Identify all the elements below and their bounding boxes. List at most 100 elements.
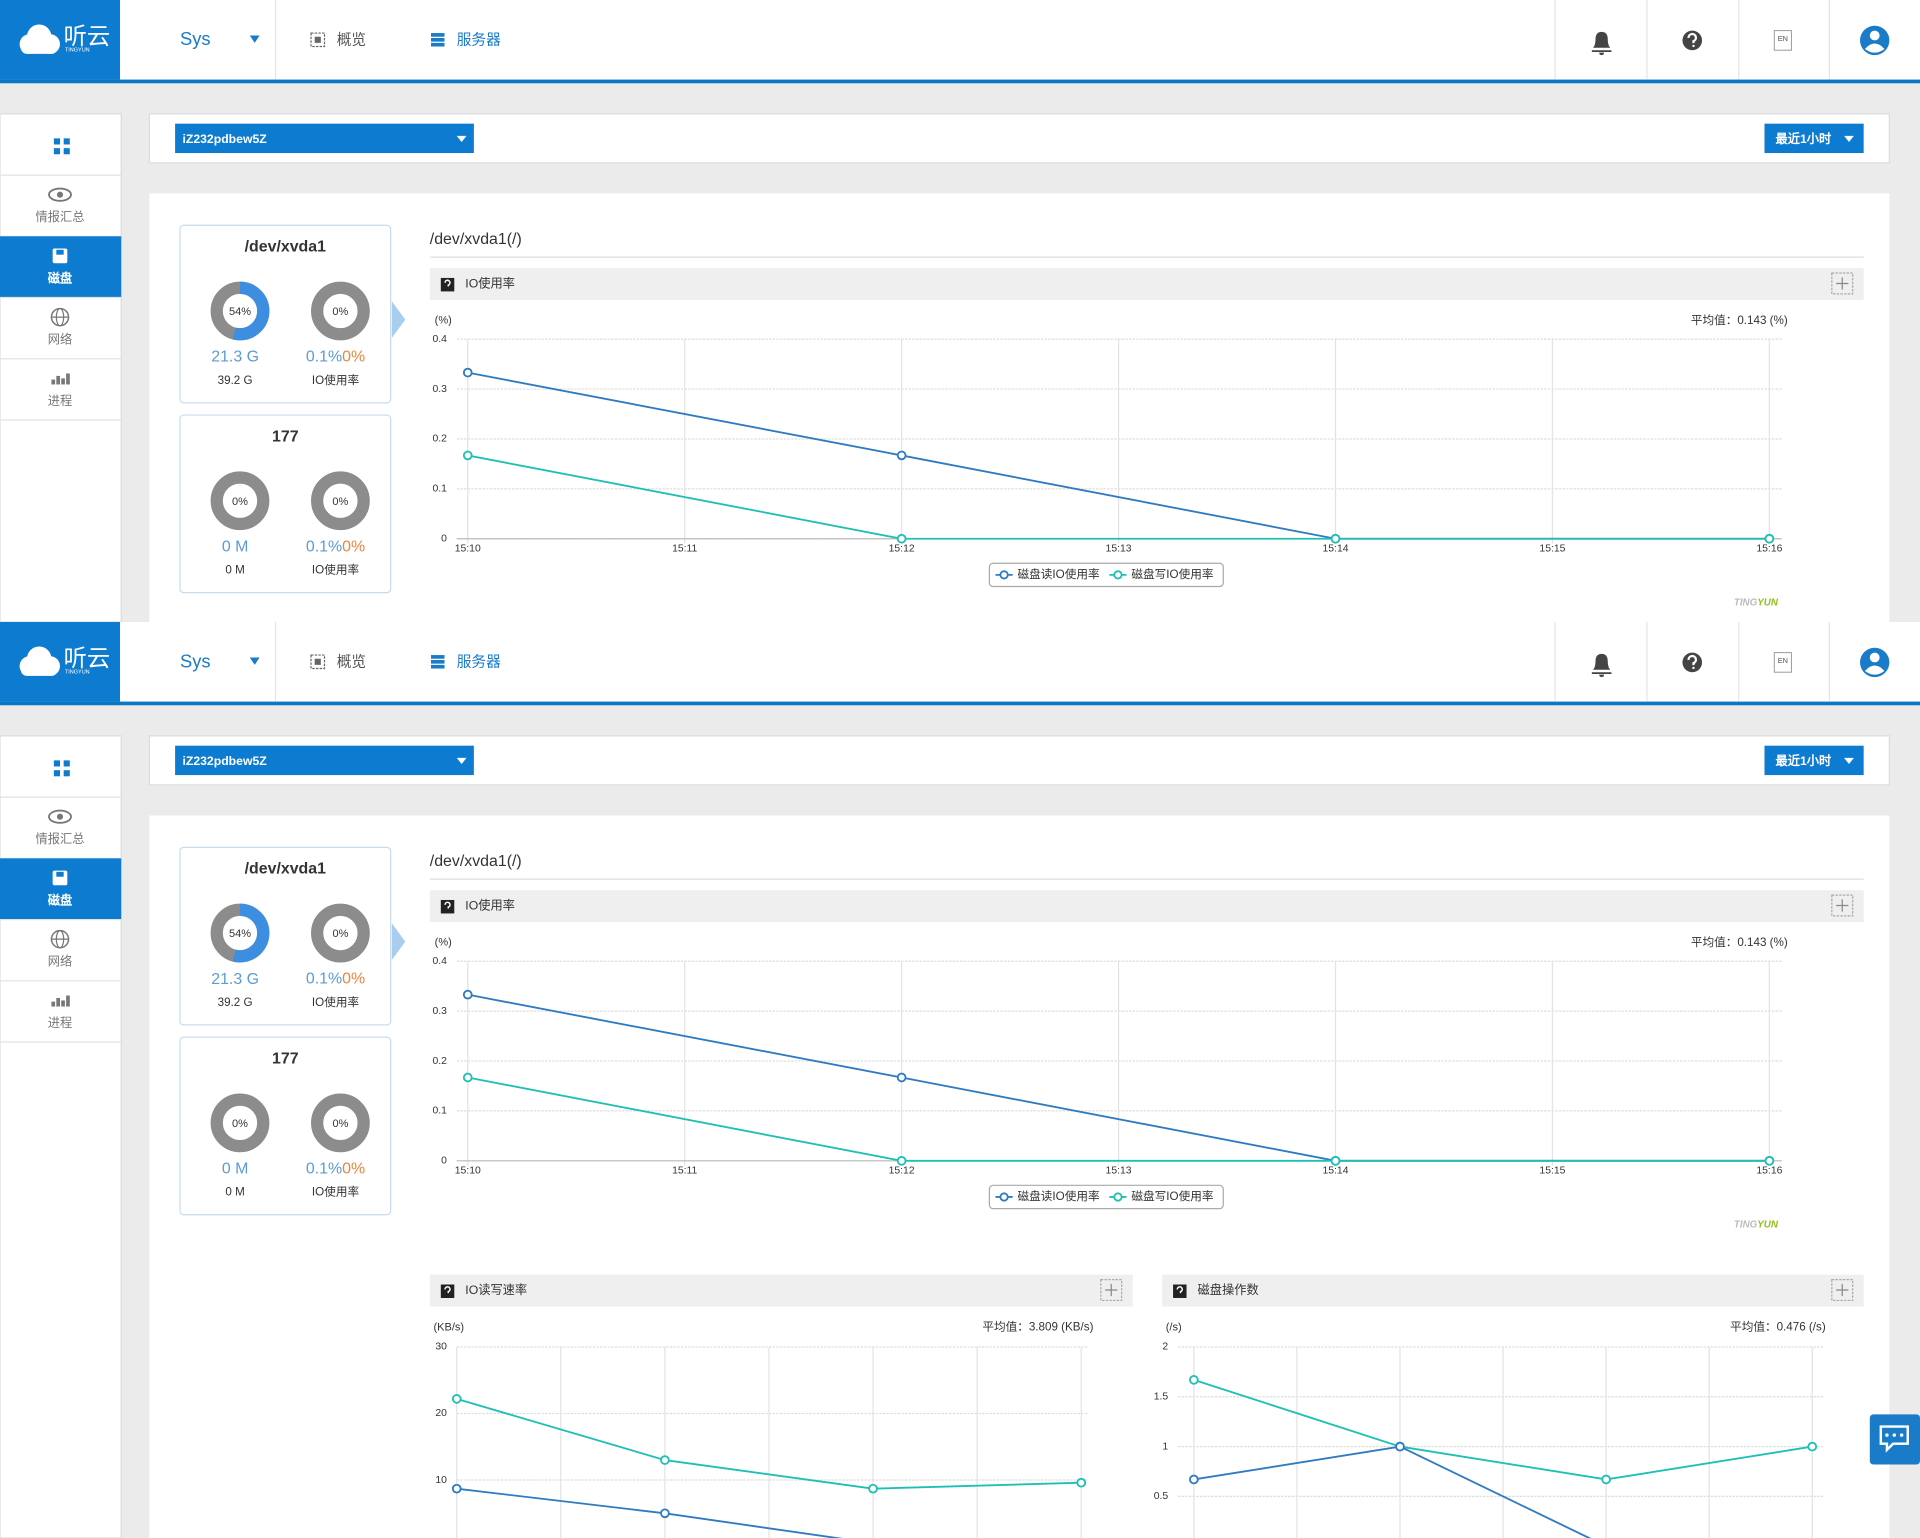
- data-point[interactable]: [660, 1455, 670, 1465]
- chart-expand[interactable]: [1831, 1278, 1854, 1302]
- data-point[interactable]: [896, 1155, 907, 1166]
- sidebar-item[interactable]: 网络: [48, 332, 72, 347]
- sidebar: [0, 735, 122, 1538]
- data-point[interactable]: [660, 1508, 670, 1519]
- data-point[interactable]: [1076, 1477, 1087, 1488]
- x-tick-label: 15:13: [1106, 1165, 1132, 1176]
- chat-icon: [1885, 1433, 1889, 1437]
- y-unit: (KB/s): [433, 1321, 464, 1333]
- lang-switch[interactable]: EN: [1778, 34, 1788, 43]
- nav-link[interactable]: 服务器: [457, 31, 501, 48]
- process-icon: [56, 375, 60, 385]
- data-point[interactable]: [1330, 533, 1341, 544]
- nav-link[interactable]: 概览: [337, 653, 366, 670]
- disk-card[interactable]: [179, 846, 392, 1026]
- chart-expand[interactable]: [1831, 894, 1854, 917]
- data-point[interactable]: [1189, 1474, 1199, 1485]
- y-unit: (%): [435, 937, 452, 949]
- nav-link[interactable]: 概览: [337, 31, 366, 48]
- data-point[interactable]: [868, 1483, 878, 1494]
- sidebar-item[interactable]: 情报汇总: [36, 209, 85, 224]
- bell-icon[interactable]: [1591, 31, 1612, 56]
- data-point[interactable]: [1807, 1441, 1818, 1452]
- help-icon[interactable]: [1682, 652, 1703, 673]
- data-point[interactable]: [896, 533, 907, 544]
- legend-label[interactable]: 磁盘读IO使用率: [1018, 1189, 1100, 1203]
- data-point[interactable]: [1395, 1441, 1405, 1452]
- chart-title: 磁盘操作数: [1198, 1282, 1259, 1297]
- logo-area[interactable]: [0, 622, 120, 702]
- process-icon: [51, 379, 56, 385]
- host-select[interactable]: [175, 745, 474, 776]
- server-icon: [431, 659, 445, 664]
- process-icon: [66, 373, 70, 385]
- logo-area[interactable]: [0, 0, 120, 80]
- chat-icon: [1879, 1425, 1909, 1453]
- bell-icon[interactable]: [1591, 653, 1612, 678]
- logo-sub: TINGYUN: [65, 48, 90, 54]
- data-point[interactable]: [1764, 533, 1775, 544]
- lang-box[interactable]: [1773, 30, 1792, 51]
- disk-card[interactable]: [179, 414, 392, 594]
- y-tick-label: 1.5: [1154, 1392, 1169, 1403]
- io-write: 0%: [342, 349, 365, 366]
- chart-title: IO使用率: [465, 897, 515, 912]
- chart-expand-glyph: [1836, 899, 1849, 912]
- legend-label[interactable]: 磁盘写IO使用率: [1131, 1189, 1213, 1203]
- x-tick-label: 15:15: [1539, 543, 1565, 554]
- data-point[interactable]: [462, 367, 473, 378]
- legend-label[interactable]: 磁盘读IO使用率: [1018, 567, 1100, 581]
- process-icon: [51, 1001, 56, 1007]
- data-point[interactable]: [451, 1394, 462, 1404]
- data-point[interactable]: [1601, 1474, 1611, 1485]
- chart-expand[interactable]: [1100, 1278, 1123, 1302]
- sidebar-item[interactable]: 磁盘: [48, 892, 72, 907]
- chart-help-glyph: [444, 279, 451, 287]
- sidebar-item[interactable]: 网络: [48, 954, 72, 969]
- legend-label[interactable]: 磁盘写IO使用率: [1131, 567, 1213, 581]
- host-select[interactable]: [175, 123, 474, 154]
- lang-switch[interactable]: EN: [1778, 656, 1788, 665]
- data-point[interactable]: [462, 1072, 473, 1083]
- disk-card[interactable]: [179, 1036, 392, 1216]
- lang-box[interactable]: [1773, 652, 1792, 673]
- data-point[interactable]: [896, 1072, 907, 1083]
- user-avatar-head: [1869, 652, 1880, 663]
- range-label: 最近1小时: [1776, 131, 1833, 146]
- sidebar-item[interactable]: 进程: [48, 393, 72, 408]
- donut-hole: [324, 295, 357, 327]
- disk-used: 21.3 G: [211, 349, 259, 366]
- data-point[interactable]: [451, 1483, 462, 1494]
- chat-button[interactable]: [1869, 1414, 1920, 1465]
- app-selector[interactable]: Sys: [180, 28, 211, 49]
- donut-track: [311, 903, 370, 963]
- donut-hole: [224, 295, 256, 327]
- grid-icon: [53, 138, 60, 145]
- donut-arc: [210, 903, 270, 963]
- data-point[interactable]: [1330, 1155, 1341, 1166]
- disk-title: /dev/xvda1: [245, 861, 326, 878]
- data-point[interactable]: [896, 450, 907, 461]
- sidebar-item[interactable]: 磁盘: [48, 270, 72, 285]
- nav-link[interactable]: 服务器: [457, 653, 501, 670]
- data-point[interactable]: [1764, 1155, 1775, 1166]
- sidebar-item[interactable]: 情报汇总: [36, 831, 85, 846]
- sidebar-item[interactable]: 进程: [48, 1015, 72, 1030]
- y-unit: (/s): [1166, 1321, 1182, 1333]
- data-point[interactable]: [462, 450, 473, 461]
- disk-card[interactable]: [179, 224, 392, 404]
- data-point[interactable]: [462, 989, 473, 1000]
- data-point[interactable]: [1189, 1375, 1199, 1385]
- chart-expand[interactable]: [1831, 272, 1854, 295]
- caret: [1844, 757, 1854, 765]
- caret: [456, 135, 467, 143]
- help-icon[interactable]: [1682, 30, 1703, 51]
- donut-track: [210, 1093, 270, 1153]
- y-tick-label: 0.4: [432, 334, 447, 345]
- chart-expand-glyph: [1105, 1283, 1118, 1297]
- y-tick-label: 1: [1162, 1441, 1168, 1452]
- help-glyph: [1687, 32, 1697, 44]
- x-tick-label: 15:10: [455, 543, 481, 554]
- app-selector[interactable]: Sys: [180, 650, 211, 671]
